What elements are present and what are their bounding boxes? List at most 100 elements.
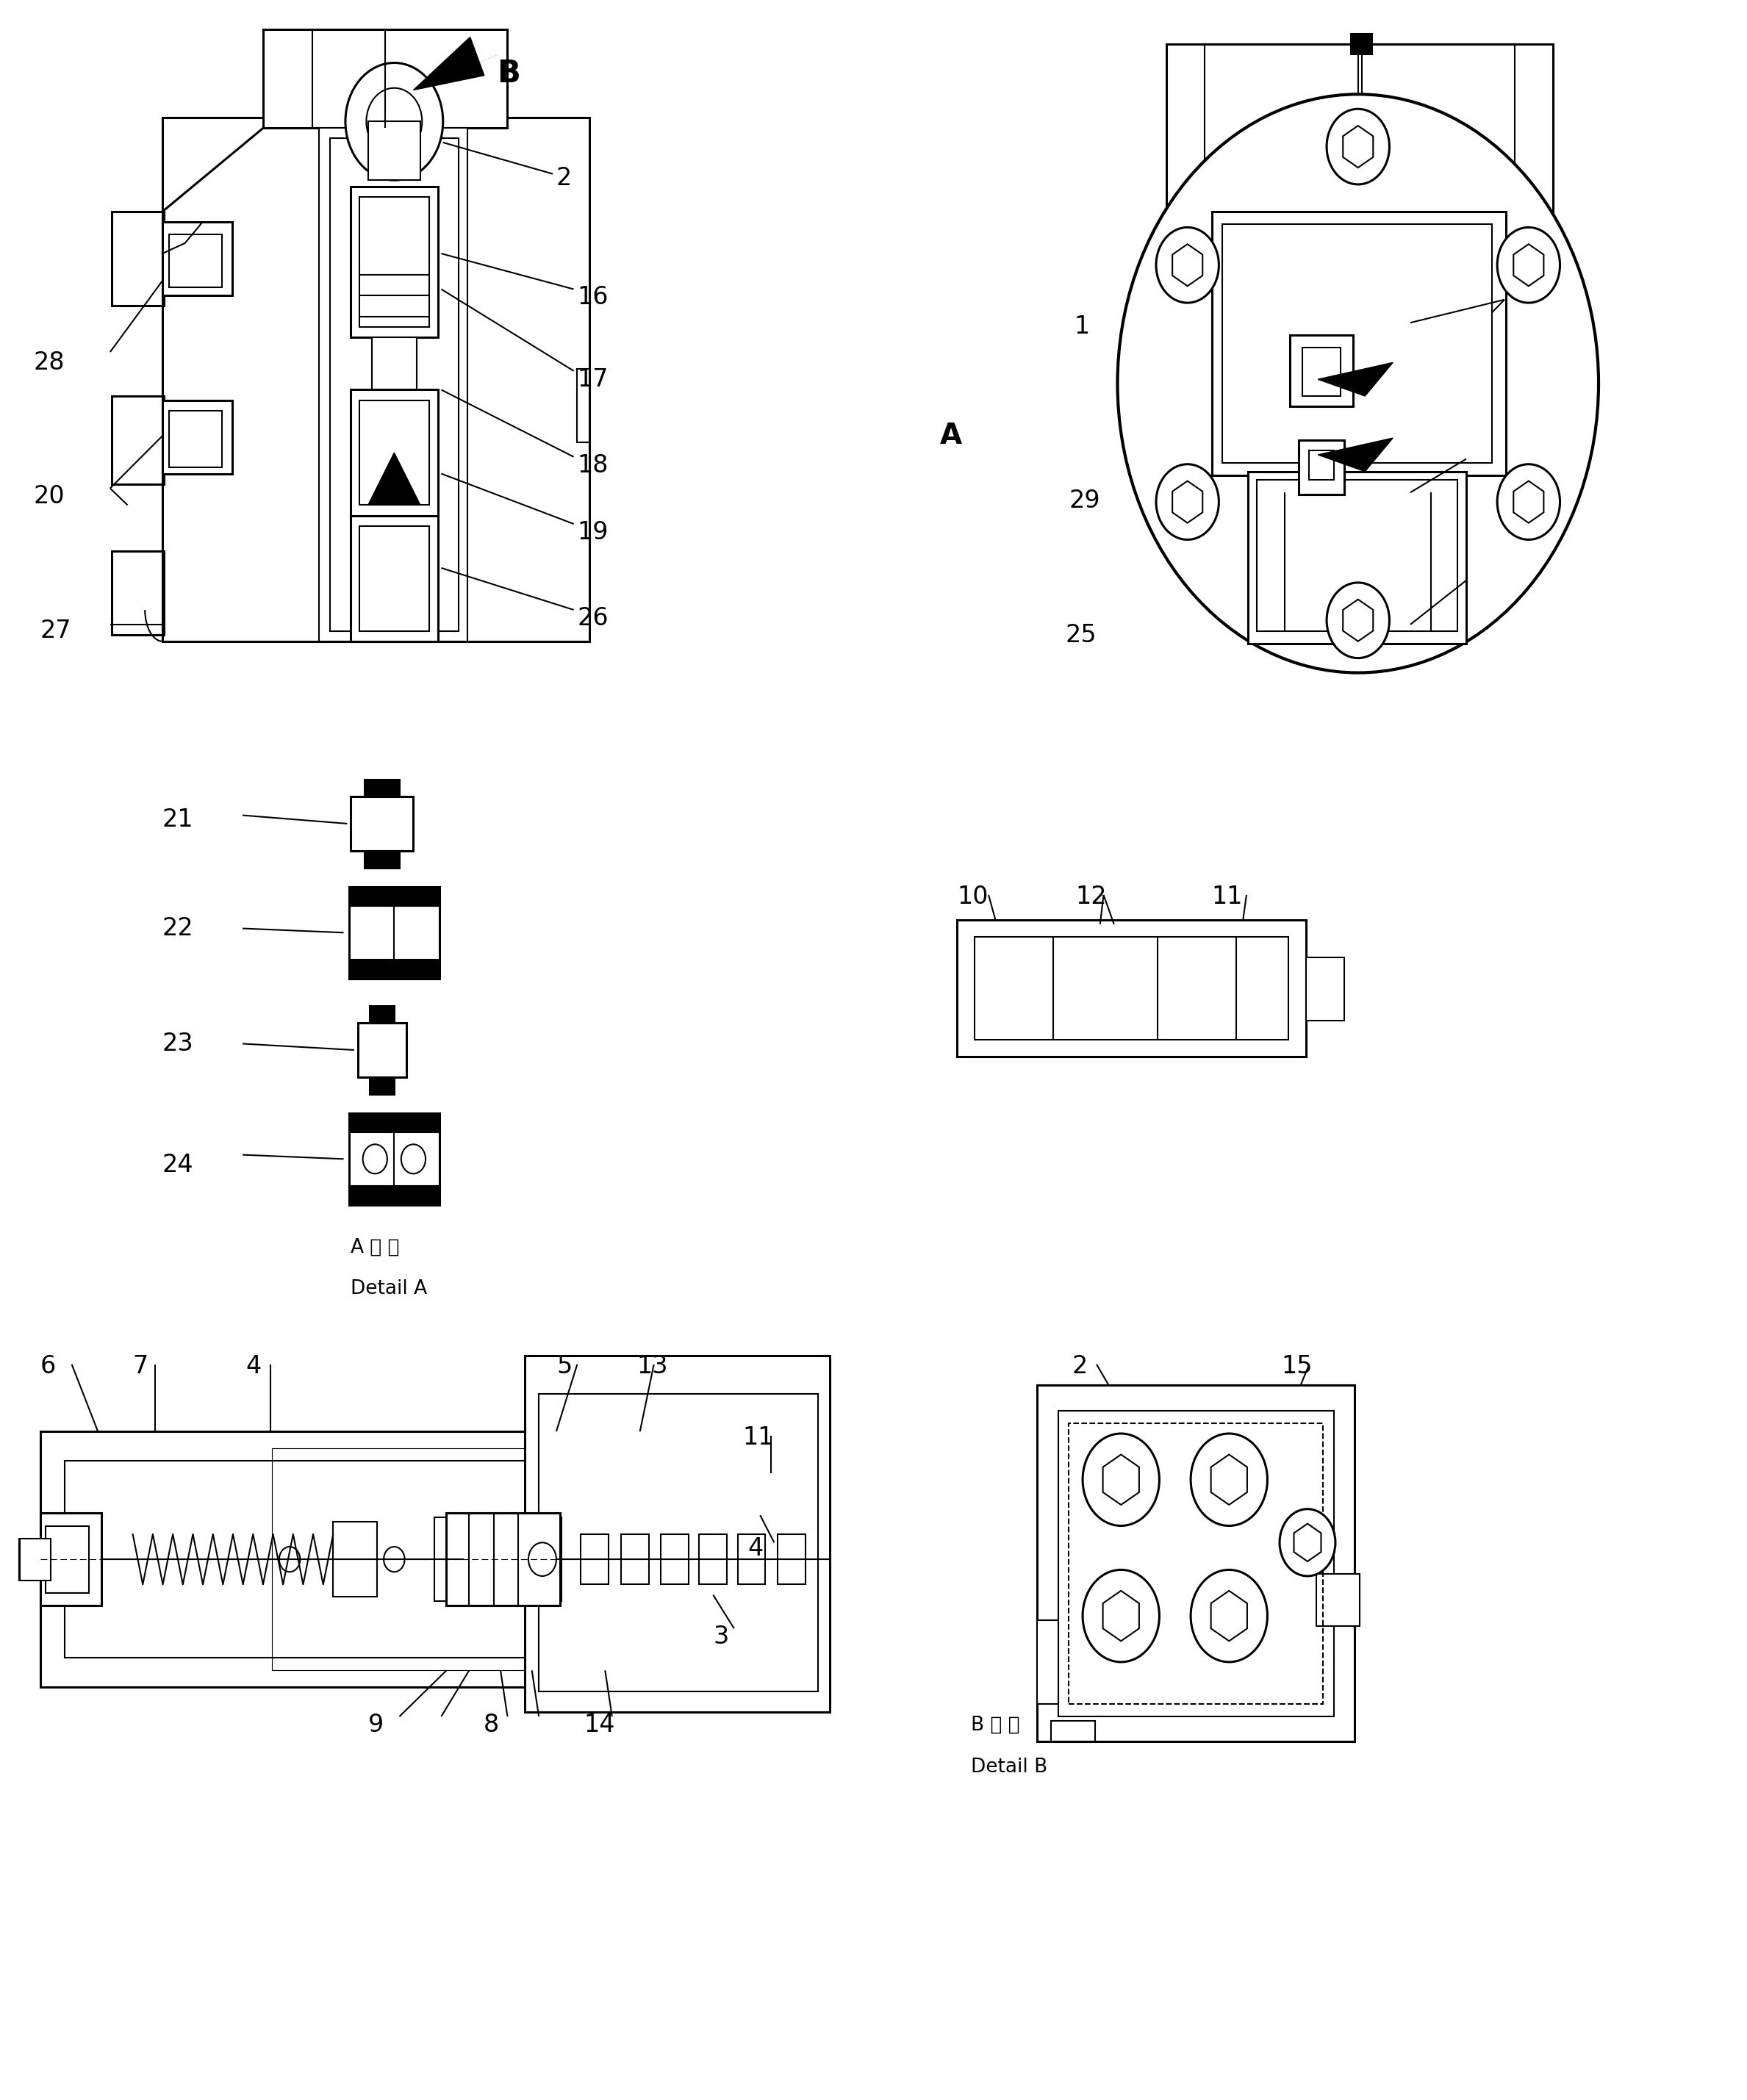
Text: 10: 10	[957, 884, 989, 909]
Bar	[1305, 958, 1343, 1021]
Bar	[1038, 1386, 1354, 1741]
Text: 2: 2	[556, 166, 571, 191]
Bar	[580, 1535, 608, 1586]
Bar	[40, 1514, 101, 1604]
Text: 5: 5	[556, 1354, 571, 1378]
Text: 19: 19	[577, 521, 608, 544]
Bar	[1361, 44, 1515, 208]
Text: 2: 2	[1073, 1354, 1088, 1378]
Text: 13: 13	[636, 1354, 667, 1378]
Bar	[169, 235, 222, 288]
Text: 20: 20	[33, 485, 65, 508]
Bar	[162, 401, 232, 475]
Bar	[351, 514, 438, 640]
Text: 21: 21	[162, 806, 194, 832]
Circle shape	[528, 1544, 556, 1577]
Bar	[620, 1535, 648, 1586]
Bar	[538, 1518, 561, 1600]
Text: B: B	[498, 59, 521, 88]
Bar	[957, 920, 1305, 1056]
Bar	[699, 1535, 727, 1586]
Text: 4: 4	[246, 1354, 262, 1378]
Bar	[1350, 34, 1371, 55]
Bar	[264, 29, 507, 128]
Circle shape	[1497, 464, 1560, 540]
Bar	[112, 397, 164, 485]
Polygon shape	[1102, 1590, 1139, 1640]
Text: 25: 25	[1066, 624, 1097, 647]
Bar	[435, 1518, 458, 1600]
Bar	[1247, 473, 1466, 643]
Circle shape	[346, 63, 444, 181]
Text: 28: 28	[33, 351, 65, 374]
Circle shape	[367, 88, 423, 155]
Polygon shape	[1295, 1525, 1321, 1562]
Bar	[169, 412, 222, 468]
Bar	[487, 1518, 508, 1600]
Circle shape	[1157, 464, 1219, 540]
Bar	[1223, 225, 1492, 464]
Polygon shape	[1211, 1455, 1247, 1506]
Text: 22: 22	[162, 916, 194, 941]
Bar	[351, 391, 438, 514]
Text: 4: 4	[748, 1537, 763, 1560]
Polygon shape	[1317, 439, 1392, 473]
Bar	[45, 1527, 89, 1592]
Bar	[1289, 336, 1352, 407]
Bar	[459, 1518, 482, 1600]
Bar	[349, 960, 440, 979]
Text: 26: 26	[577, 607, 608, 630]
Text: Detail A: Detail A	[351, 1279, 428, 1298]
Bar	[349, 1113, 440, 1132]
Bar	[349, 1132, 440, 1186]
Text: B 詳 細: B 詳 細	[971, 1716, 1020, 1735]
Bar	[1205, 44, 1357, 208]
Bar	[372, 338, 418, 391]
Bar	[975, 937, 1288, 1040]
Bar	[273, 1449, 533, 1670]
Text: 7: 7	[133, 1354, 148, 1378]
Circle shape	[363, 1144, 388, 1174]
Bar	[334, 1522, 377, 1596]
Bar	[360, 525, 430, 630]
Text: 11: 11	[742, 1426, 774, 1449]
Bar	[351, 187, 438, 338]
Polygon shape	[1513, 244, 1544, 286]
Circle shape	[1157, 227, 1219, 302]
Text: 3: 3	[713, 1625, 728, 1648]
Bar	[349, 905, 440, 960]
Text: 18: 18	[577, 454, 608, 477]
Bar	[162, 118, 589, 640]
Circle shape	[1497, 227, 1560, 302]
Bar	[112, 212, 164, 307]
Bar	[351, 796, 414, 850]
Bar	[1052, 1720, 1095, 1741]
Bar	[320, 128, 468, 640]
Text: 6: 6	[40, 1354, 56, 1378]
Polygon shape	[1317, 363, 1392, 397]
Polygon shape	[1172, 244, 1202, 286]
Circle shape	[1083, 1571, 1160, 1661]
Bar	[1309, 452, 1333, 481]
Bar	[1212, 212, 1506, 477]
Text: 14: 14	[583, 1714, 615, 1737]
Bar	[162, 223, 232, 296]
Bar	[1315, 1575, 1359, 1625]
Circle shape	[1326, 582, 1389, 657]
Bar	[1167, 44, 1553, 216]
Bar	[577, 370, 589, 443]
Polygon shape	[1172, 481, 1202, 523]
Text: 16: 16	[577, 286, 608, 309]
Bar	[365, 850, 400, 867]
Bar	[777, 1535, 805, 1586]
Bar	[40, 1432, 830, 1686]
Bar	[737, 1535, 765, 1586]
Polygon shape	[1102, 1455, 1139, 1506]
Bar	[1059, 1411, 1333, 1716]
Bar	[447, 1514, 559, 1604]
Text: 9: 9	[369, 1714, 384, 1737]
Bar	[65, 1462, 802, 1657]
Bar	[524, 1357, 830, 1712]
Bar	[1069, 1424, 1322, 1703]
Text: 17: 17	[577, 368, 608, 391]
